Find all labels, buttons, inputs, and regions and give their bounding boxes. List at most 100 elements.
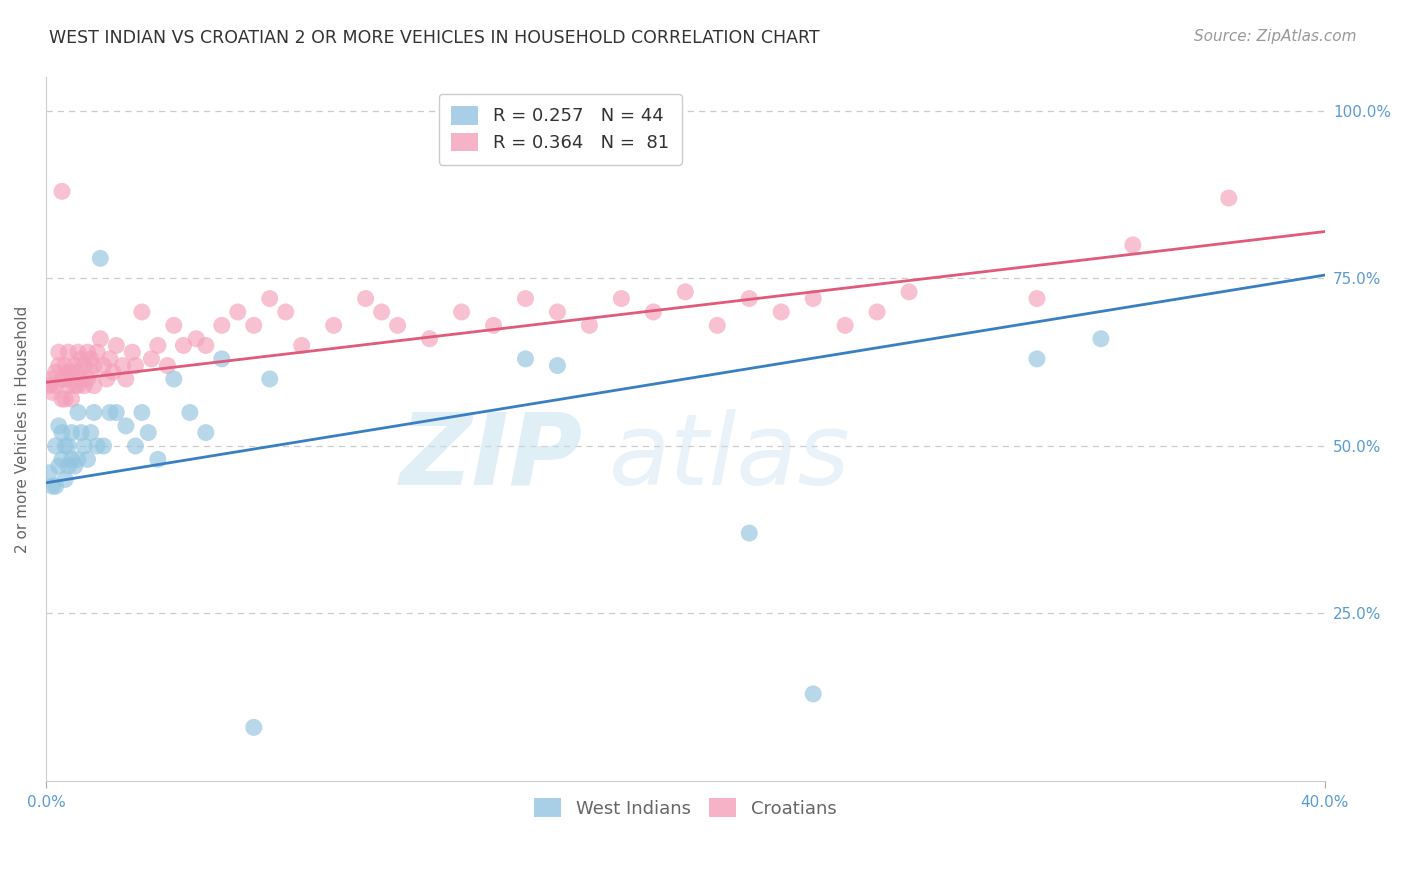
Point (45, 439, 67, 453)
Point (673, 285, 696, 299)
Point (121, 345, 143, 359)
Point (45, 378, 67, 392)
Point (450, 305, 472, 319)
Point (58, 365, 80, 379)
Point (98, 405, 121, 419)
Point (124, 439, 146, 453)
Point (156, 359, 179, 373)
Point (259, 372, 281, 386)
Point (610, 292, 633, 306)
Point (131, 305, 153, 319)
Point (76, 372, 98, 386)
Point (93, 359, 115, 373)
Point (291, 338, 314, 352)
Point (163, 372, 186, 386)
Point (41, 385, 63, 400)
Point (63, 378, 86, 392)
Point (70, 372, 93, 386)
Point (194, 338, 217, 352)
Point (259, 292, 281, 306)
Point (242, 720, 264, 734)
Point (38, 378, 60, 392)
Point (172, 338, 194, 352)
Text: atlas: atlas (609, 409, 851, 506)
Point (63, 359, 86, 373)
Point (770, 305, 793, 319)
Point (131, 405, 153, 419)
Point (211, 318, 233, 333)
Point (146, 338, 169, 352)
Point (898, 285, 921, 299)
Text: ZIP: ZIP (401, 409, 583, 506)
Point (578, 318, 600, 333)
Point (48, 459, 70, 474)
Point (96, 372, 118, 386)
Point (48, 418, 70, 433)
Point (101, 365, 124, 379)
Point (801, 687, 824, 701)
Point (419, 332, 441, 346)
Point (80, 351, 103, 366)
Point (53, 359, 76, 373)
Point (45, 365, 67, 379)
Point (89, 252, 111, 266)
Point (60, 425, 83, 440)
Point (141, 351, 163, 366)
Point (111, 359, 134, 373)
Point (60, 365, 83, 379)
Point (51, 185, 73, 199)
Point (58, 345, 80, 359)
Point (1026, 351, 1049, 366)
Point (58, 459, 80, 474)
Point (70, 425, 93, 440)
Point (482, 318, 505, 333)
Point (1090, 332, 1112, 346)
Point (53, 392, 76, 406)
Point (66, 405, 89, 419)
Point (93, 439, 115, 453)
Point (53, 439, 76, 453)
Point (73, 378, 96, 392)
Point (194, 425, 217, 440)
Y-axis label: 2 or more Vehicles in Household: 2 or more Vehicles in Household (15, 306, 30, 553)
Point (80, 365, 103, 379)
Point (76, 452, 98, 467)
Point (546, 305, 568, 319)
Point (70, 351, 93, 366)
Point (1026, 292, 1049, 306)
Point (83, 378, 105, 392)
Point (354, 292, 377, 306)
Point (98, 351, 121, 366)
Point (60, 452, 83, 467)
Point (322, 318, 344, 333)
Point (66, 378, 89, 392)
Point (115, 372, 138, 386)
Point (83, 359, 105, 373)
Point (63, 459, 86, 474)
Point (546, 359, 568, 373)
Point (80, 425, 103, 440)
Point (163, 318, 186, 333)
Point (86, 345, 108, 359)
Point (66, 365, 89, 379)
Point (186, 332, 208, 346)
Point (1218, 191, 1240, 205)
Point (515, 351, 537, 366)
Point (51, 425, 73, 440)
Point (48, 345, 70, 359)
Point (38, 466, 60, 480)
Point (89, 332, 111, 346)
Point (45, 479, 67, 493)
Point (58, 378, 80, 392)
Point (53, 372, 76, 386)
Point (515, 292, 537, 306)
Point (834, 318, 856, 333)
Point (66, 345, 89, 359)
Point (738, 292, 761, 306)
Point (226, 305, 249, 319)
Point (387, 318, 409, 333)
Point (801, 292, 824, 306)
Point (58, 439, 80, 453)
Point (73, 439, 96, 453)
Point (1122, 238, 1144, 252)
